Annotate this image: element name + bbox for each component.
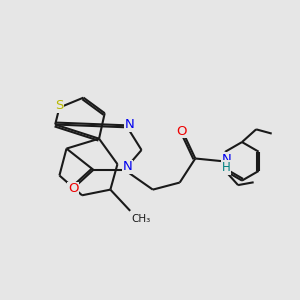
Text: H: H <box>222 161 231 174</box>
Text: CH₃: CH₃ <box>132 214 151 224</box>
Text: S: S <box>55 99 64 112</box>
Text: O: O <box>68 182 78 195</box>
Text: N: N <box>222 153 231 166</box>
Text: O: O <box>176 124 186 137</box>
Text: N: N <box>122 160 132 173</box>
Text: N: N <box>125 118 134 131</box>
